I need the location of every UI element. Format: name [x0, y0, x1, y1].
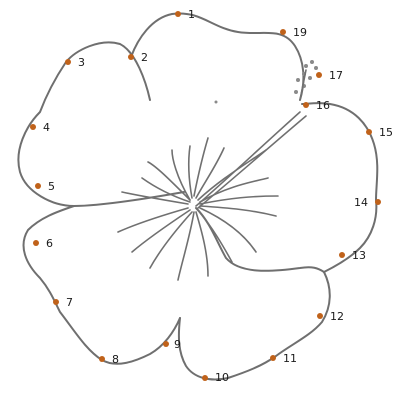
dot-5: [35, 183, 41, 189]
dot-16: [303, 102, 309, 108]
petal-lower-left: [22, 205, 181, 365]
dot-12: [317, 313, 323, 319]
dot-9: [163, 341, 169, 347]
dot-17: [316, 72, 322, 78]
dot-14: [375, 199, 381, 205]
dot-10: [202, 375, 208, 381]
dot-1: [175, 11, 181, 17]
dot-label-15: 15: [379, 126, 393, 139]
dot-4: [30, 124, 36, 130]
dot-label-5: 5: [48, 180, 55, 193]
dot-label-2: 2: [141, 51, 148, 64]
dot-19: [280, 29, 286, 35]
dot-2: [128, 54, 134, 60]
dot-label-14: 14: [354, 196, 368, 209]
dot-label-3: 3: [78, 56, 85, 69]
dot-label-12: 12: [330, 310, 344, 323]
dot-label-11: 11: [283, 352, 297, 365]
petal-veins: [117, 111, 307, 281]
dot-7: [53, 299, 59, 305]
petal-outlines: [17, 12, 379, 381]
dot-11: [270, 355, 276, 361]
petal-right: [301, 102, 379, 273]
dot-label-19: 19: [293, 26, 307, 39]
petal-lower-right-edge: [195, 207, 325, 273]
dot-6: [33, 240, 39, 246]
petal-top: [130, 12, 305, 101]
dot-label-9: 9: [174, 338, 181, 351]
dot-label-7: 7: [66, 296, 73, 309]
petal-upper-left: [17, 41, 185, 207]
dot-label-13: 13: [352, 249, 366, 262]
dot-label-8: 8: [112, 353, 119, 366]
dot-label-16: 16: [316, 99, 330, 112]
dot-label-1: 1: [188, 8, 195, 21]
petal-bottom: [177, 271, 331, 381]
dot-label-4: 4: [43, 121, 50, 134]
dot-label-17: 17: [329, 69, 343, 82]
dot-3: [65, 59, 71, 65]
dot-label-6: 6: [46, 237, 53, 250]
dot-label-10: 10: [215, 371, 229, 384]
dot-8: [99, 356, 105, 362]
dot-13: [339, 252, 345, 258]
dot-15: [366, 129, 372, 135]
stamen-tip: [214, 60, 318, 104]
